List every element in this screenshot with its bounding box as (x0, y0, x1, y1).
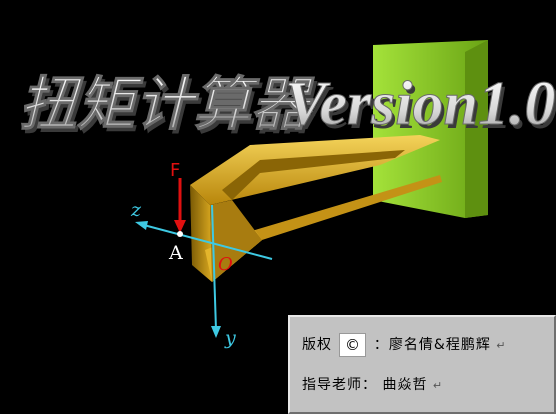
title-chinese-shadow: 扭矩计算器 (22, 76, 318, 141)
point-a-marker (177, 231, 183, 237)
copyright-icon: © (339, 333, 367, 357)
y-axis-label: y (224, 327, 236, 349)
advisor-name: 曲焱哲 (382, 377, 428, 393)
advisor-label: 指导老师： (302, 377, 377, 393)
app-title: 扭矩计算器 扭矩计算器 Version1.0 Version1.0 (19, 70, 556, 143)
title-version-shadow: Version1.0 (288, 74, 556, 142)
z-axis-arrow (135, 221, 148, 230)
y-axis-arrow (211, 326, 221, 338)
axes (135, 204, 273, 338)
title-chinese: 扭矩计算器 (19, 72, 315, 137)
point-a-label: A (168, 242, 183, 264)
credits-panel: 版权 © ：廖名倩&程鹏辉 ↵ 指导老师： 曲焱哲 ↵ (288, 315, 556, 414)
green-wall (373, 40, 488, 218)
advisor-line: 指导老师： 曲焱哲 ↵ (302, 374, 443, 394)
force-label: F (170, 160, 180, 181)
paragraph-mark-icon-2: ↵ (432, 379, 444, 392)
copyright-line: 版权 © ：廖名倩&程鹏辉 ↵ (302, 333, 507, 357)
paragraph-mark-icon: ↵ (496, 339, 507, 352)
z-axis-line (139, 223, 273, 260)
title-version: Version1.0 (285, 70, 555, 138)
z-axis-label: z (130, 199, 142, 221)
channel-beam (190, 135, 442, 282)
authors-label: ：廖名倩&程鹏辉 (373, 337, 491, 353)
origin-label: O (218, 254, 233, 275)
y-axis-line (211, 204, 217, 331)
copyright-label: 版权 (302, 337, 332, 353)
force-arrow (174, 178, 186, 233)
